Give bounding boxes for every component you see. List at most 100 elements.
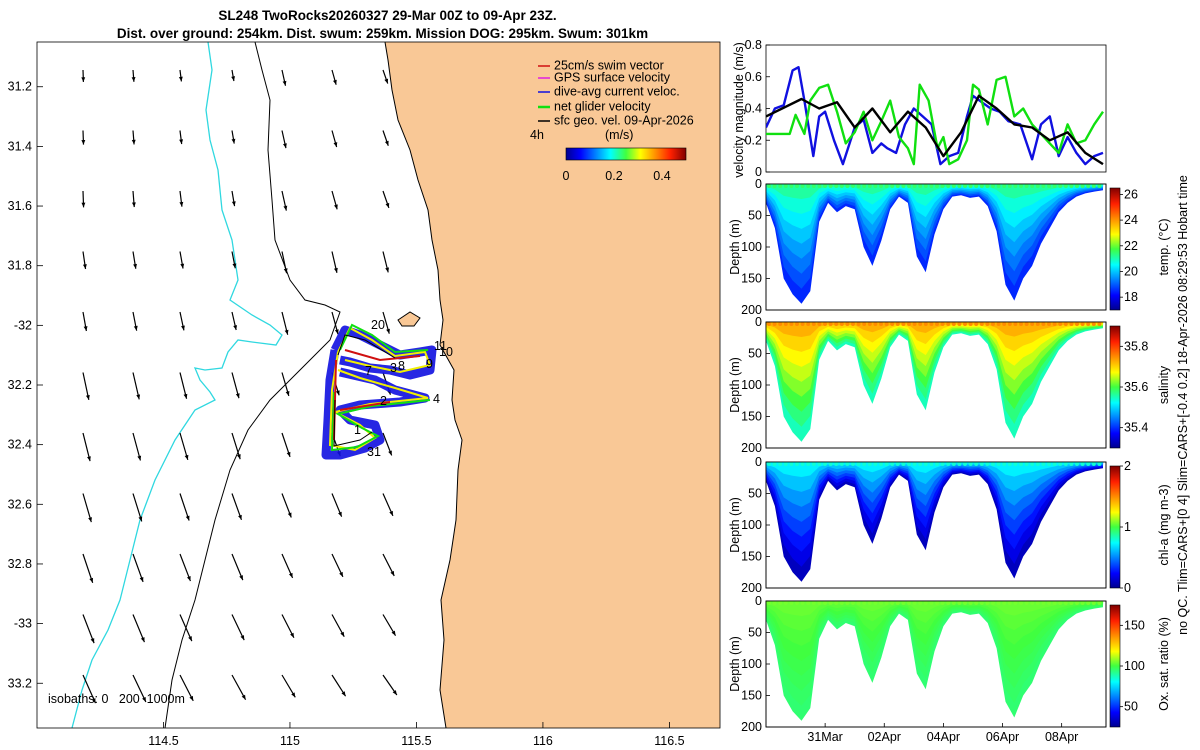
track-label: 8 [398,359,405,373]
chlorophyll-surface-point [1041,462,1046,466]
velocity-arrow-head [183,393,188,399]
velocity-arrow-head [91,698,96,704]
velocity-arrow [82,372,90,400]
salinity-colorbar-tick-label: 35.8 [1124,339,1148,353]
oxygen-ytick-label: 150 [741,689,762,703]
track-label: 1 [354,423,361,437]
salinity-surface-point [1035,322,1040,326]
oxygen-surface-point [1030,601,1035,605]
map-ytick-label: 32.4 [8,438,32,452]
temperature-surface-point [1002,184,1007,188]
chlorophyll-surface-point [996,462,1001,466]
velocity-ylabel: velocity magnitude (m/s) [732,42,746,177]
chlorophyll-surface-point [963,462,967,466]
velocity-arrow [179,614,193,642]
chlorophyll-surface-point [1007,462,1012,466]
velocity-arrow [132,674,147,703]
chlorophyll-colorbar-tick-label: 0 [1124,581,1131,595]
temperature-colorbar-tick-label: 24 [1124,213,1138,227]
isobaths-label: isobaths: 0 200 1000m [48,692,185,706]
oxygen-surface-point [1041,601,1046,605]
chlorophyll-surface-point [1002,462,1007,466]
chlorophyll-surface-point [839,462,844,466]
velocity-arrow-head [390,570,395,576]
chlorophyll-colorbar-tick-label: 2 [1124,459,1131,473]
salinity-ytick-label: 50 [748,347,762,361]
salinity-surface-point [834,322,839,326]
oxygen-colorbar-label: Ox. sat. ratio (%) [1157,617,1171,711]
salinity-surface-point [767,322,771,326]
salinity-colorbar [1109,325,1121,449]
salinity-surface-point [789,322,794,326]
salinity-surface-point [845,322,850,326]
chlorophyll-surface-point [918,462,923,466]
temperature-surface-point [811,184,816,188]
oxygen-ytick-label: 200 [741,720,762,734]
velocity-arrow [132,614,146,643]
temperature-surface-point [1091,184,1096,188]
velocity-arrow [82,432,91,462]
salinity-surface-point [901,322,906,326]
oxygen-xtick-label: 06Apr [986,730,1019,744]
temperature-surface-point [890,184,895,188]
oxygen-surface-point [890,601,895,605]
salinity-ytick-label: 0 [755,315,762,329]
velocity-arrow-head [235,393,240,399]
salinity-surface-point [823,322,827,326]
temperature-surface-point [1041,184,1046,188]
temperature-surface-point [823,184,827,188]
salinity-surface-point [828,322,833,326]
map-ytick-label: 32.6 [8,497,32,511]
chlorophyll-ytick-label: 150 [741,550,762,564]
svg-text:dive-avg current veloc.: dive-avg current veloc. [554,84,680,98]
chlorophyll-surface-point [767,462,771,466]
velocity-arrow [231,553,244,581]
temperature-colorbar-label: temp. (°C) [1157,218,1171,275]
salinity-surface-point [1002,322,1007,326]
chlorophyll-ytick-label: 100 [741,518,762,532]
salinity-surface-point [1030,322,1035,326]
temperature-ytick-label: 0 [755,177,762,191]
oxygen-surface-point [940,601,945,605]
track-label: 2 [380,394,387,408]
temperature-surface-point [789,184,794,188]
track-label: 7 [365,364,372,378]
oxygen-surface-point [957,601,962,605]
map-xtick-label: 115.5 [401,734,431,748]
velocity-arrow-head [283,205,288,211]
temperature-surface-point [873,184,878,188]
oxygen-surface-point [845,601,850,605]
track-label: 20 [371,318,385,332]
oxygen-surface-point [867,601,872,605]
velocity-arrow-head [333,142,338,148]
chlorophyll-surface-point [1075,462,1079,466]
salinity-surface-point [968,322,973,326]
salinity-surface-point [991,322,995,326]
velocity-series-line-0 [766,66,1104,166]
speed-colorbar-tick-label: 0.2 [605,169,622,183]
chlorophyll-surface-point [907,462,911,466]
velocity-series [766,66,1104,166]
salinity-surface-point [1058,322,1063,326]
temperature-surface-point [1007,184,1012,188]
chlorophyll-surface-point [817,462,822,466]
velocity-arrow-head [288,572,293,578]
salinity-surface-point [951,322,956,326]
oxygen-xtick-label: 08Apr [1045,730,1078,744]
velocity-arrow-head [333,79,337,85]
velocity-arrow-head [389,510,393,516]
chlorophyll-surface-point [957,462,962,466]
chlorophyll-surface-point [884,462,889,466]
oxygen-surface-point [1035,601,1040,605]
salinity-surface-point [1086,322,1091,326]
chlorophyll-surface-point [823,462,827,466]
salinity-surface-point [996,322,1001,326]
temperature-surface-point [856,184,861,188]
chlorophyll-surface-point [890,462,895,466]
velocity-arrow-head [391,630,396,636]
oxygen-surface-point [811,601,816,605]
oxygen-surface-point [1069,601,1074,605]
temperature-surface-point [1013,184,1018,188]
salinity-ylabel: Depth (m) [728,357,742,413]
oxygen-surface-point [1013,601,1018,605]
